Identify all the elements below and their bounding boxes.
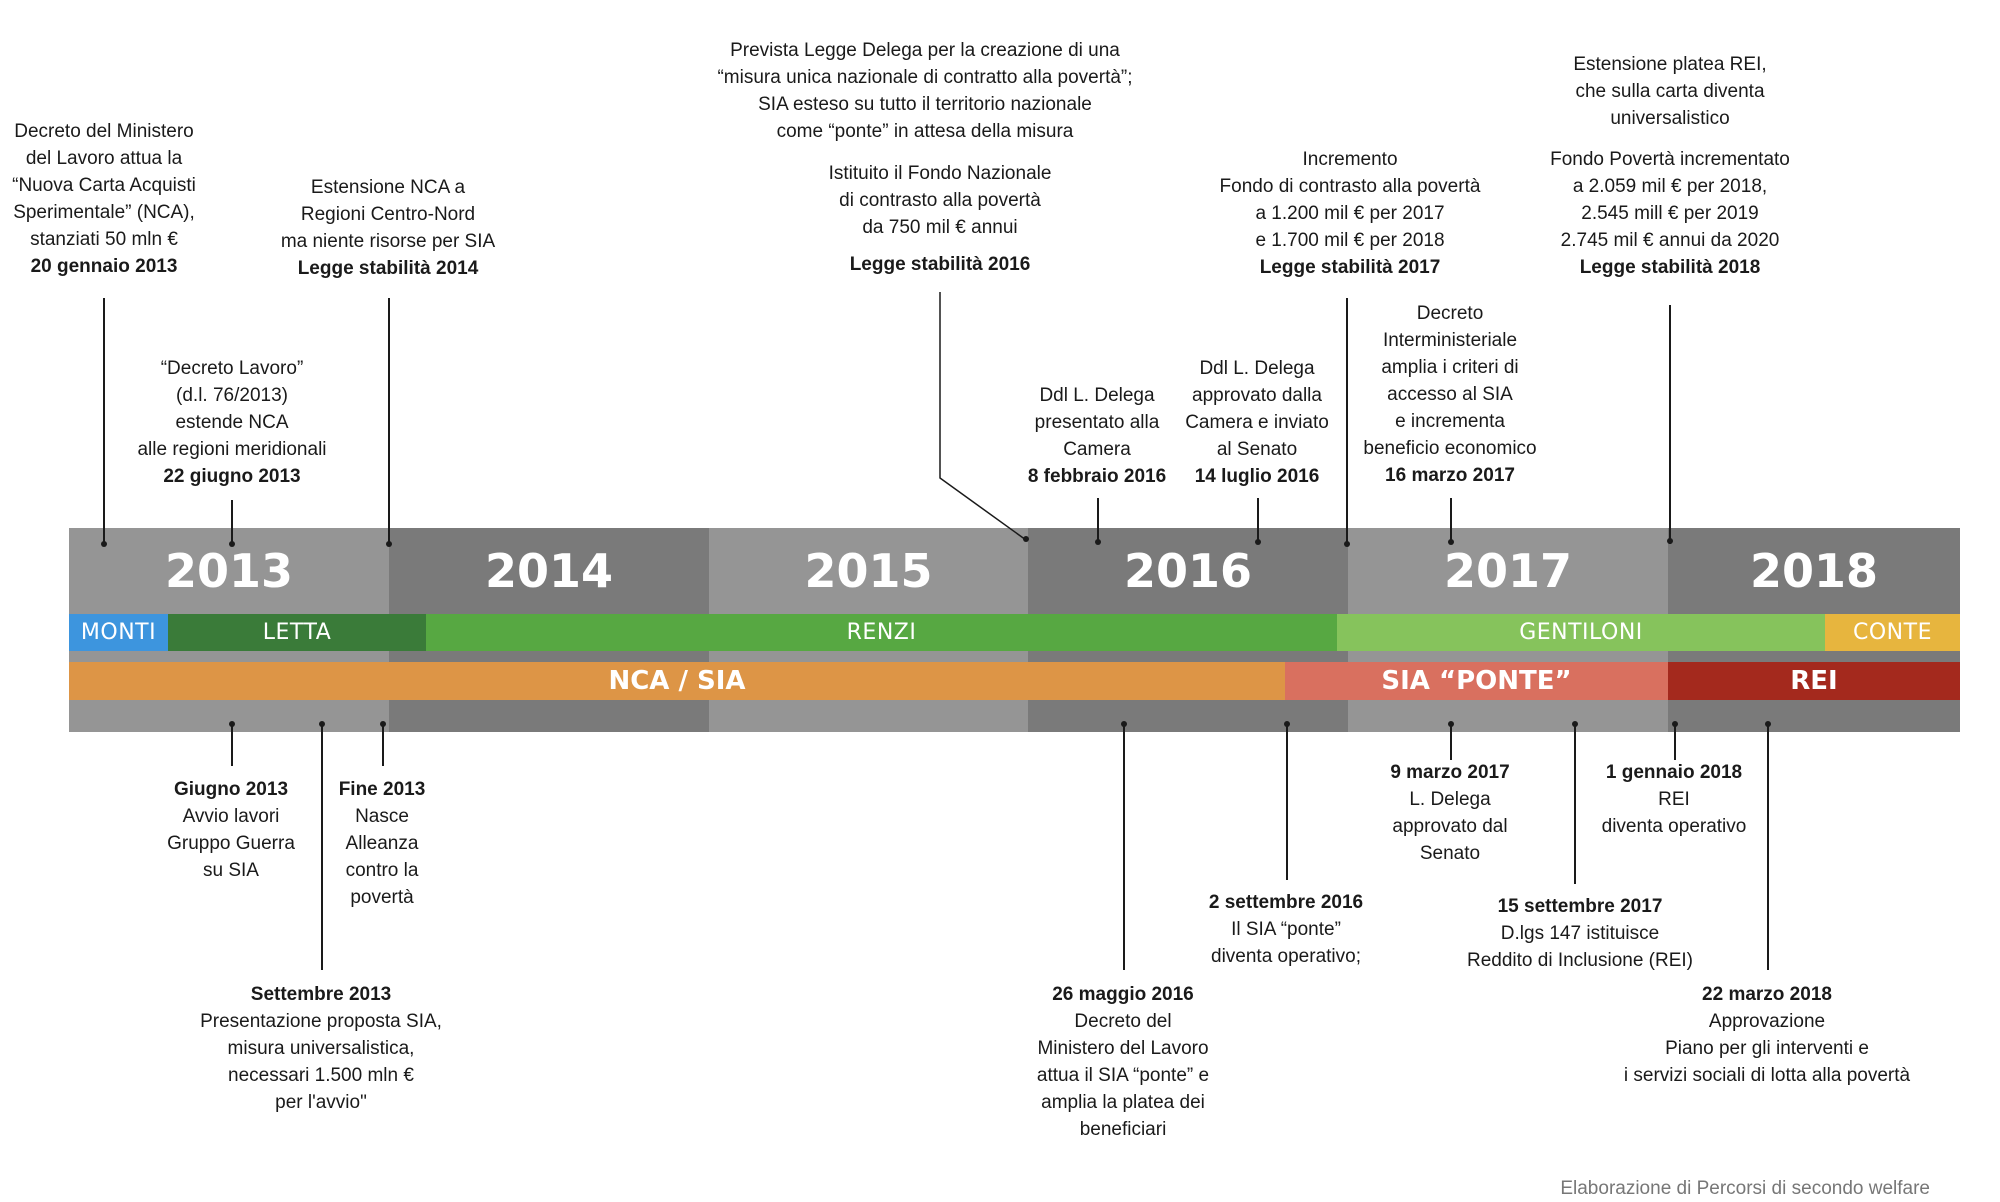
event-legge-stabilita-2018: Fondo Povertà incrementato a 2.059 mil € … <box>1550 149 1790 278</box>
event-dot <box>1448 539 1454 545</box>
connector-line <box>1346 298 1348 544</box>
government-monti: MONTI <box>69 614 168 651</box>
event-estensione-platea-rei: Estensione platea REI, che sulla carta di… <box>1573 54 1767 129</box>
year-2018: 2018 <box>1668 528 1960 614</box>
connector-line <box>321 724 323 970</box>
event-16-marzo-2017: Decreto Interministeriale amplia i criteri… <box>1363 303 1537 486</box>
connector-line <box>1257 498 1259 542</box>
event-22-giugno-2013: “Decreto Lavoro” (d.l. 76/2013) estende NC… <box>137 358 327 487</box>
government-conte: CONTE <box>1825 614 1960 651</box>
source-credit: Elaborazione di Percorsi di secondo welf… <box>1560 1178 1930 1199</box>
connector-line <box>231 500 233 544</box>
event-dot <box>386 541 392 547</box>
connector-line <box>1450 724 1452 760</box>
connector-line <box>382 724 384 766</box>
year-2016: 2016 <box>1028 528 1348 614</box>
event-dot <box>1255 539 1261 545</box>
government-letta: LETTA <box>168 614 426 651</box>
event-20-gennaio-2013: Decreto del Ministero del Lavoro attua la… <box>12 121 196 277</box>
connector-line <box>231 724 233 766</box>
year-2014: 2014 <box>389 528 709 614</box>
connector-line <box>1669 305 1671 544</box>
measure-rei: REI <box>1668 662 1960 700</box>
event-dot <box>1095 539 1101 545</box>
government-gentiloni: GENTILONI <box>1337 614 1825 651</box>
event-26-maggio-2016: 26 maggio 2016 Decreto del Ministero del … <box>1036 984 1210 1140</box>
event-22-marzo-2018: 22 marzo 2018 Approvazione Piano per gli … <box>1623 984 1911 1086</box>
connector-line <box>1450 498 1452 542</box>
connector-line <box>1097 498 1099 542</box>
event-dot <box>101 541 107 547</box>
connector-line <box>1574 724 1576 884</box>
connector-line <box>388 298 390 544</box>
connector-line <box>1286 724 1288 880</box>
event-legge-stabilita-2016: Istituito il Fondo Nazionale di contrasto… <box>828 163 1052 275</box>
connector-line <box>103 298 105 544</box>
event-dot <box>1023 536 1029 542</box>
event-9-marzo-2017: 9 marzo 2017 L. Delega approvato dal Senat… <box>1390 762 1510 864</box>
event-dot <box>1667 538 1673 544</box>
event-fine-2013: Fine 2013 Nasce Alleanza contro la povertà <box>338 779 426 908</box>
event-giugno-2013: Giugno 2013 Avvio lavori Gruppo Guerra su … <box>167 779 295 881</box>
event-15-settembre-2017: 15 settembre 2017 D.lgs 147 istituisce Re… <box>1467 896 1693 971</box>
measure-sia-ponte: SIA “PONTE” <box>1285 662 1668 700</box>
connector-line <box>1767 724 1769 970</box>
event-1-gennaio-2018: 1 gennaio 2018 REI diventa operativo <box>1601 762 1747 837</box>
event-legge-stabilita-2017: Incremento Fondo di contrasto alla povert… <box>1219 149 1481 278</box>
event-dot <box>229 541 235 547</box>
event-legge-stabilita-2014: Estensione NCA a Regioni Centro-Nord ma ni… <box>280 177 496 279</box>
event-dot <box>1344 541 1350 547</box>
measure-nca-sia: NCA / SIA <box>69 662 1285 700</box>
event-2-settembre-2016: 2 settembre 2016 Il SIA “ponte” diventa o… <box>1208 892 1364 967</box>
connector-line <box>1123 724 1125 970</box>
year-2017: 2017 <box>1348 528 1668 614</box>
event-8-febbraio-2016: Ddl L. Delega presentato alla Camera 8 feb… <box>1027 385 1167 487</box>
year-2015: 2015 <box>709 528 1028 614</box>
event-legge-delega-prevista: Prevista Legge Delega per la creazione d… <box>717 40 1133 142</box>
government-renzi: RENZI <box>426 614 1337 651</box>
event-settembre-2013: Settembre 2013 Presentazione proposta SI… <box>200 984 442 1113</box>
connector-line <box>1674 724 1676 760</box>
event-14-luglio-2016: Ddl L. Delega approvato dalla Camera e inv… <box>1185 358 1329 487</box>
